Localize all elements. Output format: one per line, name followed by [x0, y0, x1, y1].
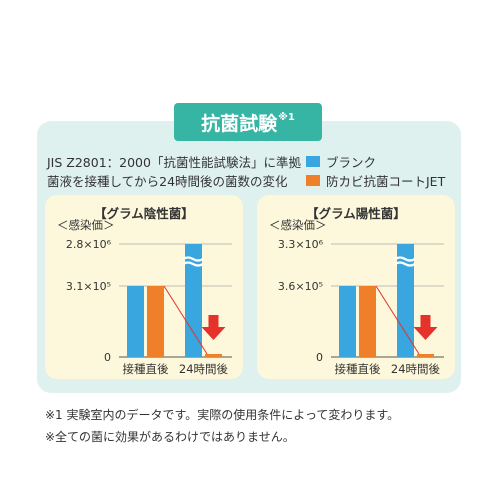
y-tick-label: 3.6×10⁵ [278, 280, 323, 293]
axis-break-mark [182, 261, 204, 267]
down-arrow-icon [413, 315, 438, 340]
chart-svg-gram-positive: ＜感染価＞ 3.3×10⁶ 3.6×10⁵ 0 接種直後 24時間後 [269, 218, 444, 376]
footnote-2: ※全ての菌に効果があるわけではありません。 [45, 430, 295, 444]
bar-blank-2 [185, 244, 202, 357]
legend-item-coat: 防カビ抗菌コートJET [306, 171, 445, 190]
x-tick-label: 接種直後 [335, 362, 381, 376]
bar-coat-2 [205, 354, 222, 357]
decrease-line [375, 285, 420, 355]
y-tick-label: 0 [104, 351, 111, 364]
y-tick-label: 3.3×10⁶ [278, 238, 324, 251]
axis-break-mark [394, 256, 416, 262]
test-title: 抗菌試験 ※1 [174, 103, 322, 141]
chart-title: 【グラム陰性菌】 [94, 206, 194, 221]
y-axis-label: ＜感染価＞ [57, 218, 115, 232]
legend-swatch-coat [306, 175, 320, 186]
chart-title: 【グラム陽性菌】 [306, 206, 406, 221]
legend-label-coat: 防カビ抗菌コートJET [326, 174, 446, 189]
description-line-2: 菌液を接種してから24時間後の菌数の変化 [47, 174, 288, 189]
legend-label-blank: ブランク [326, 155, 377, 170]
bar-coat-2 [417, 354, 434, 357]
decrease-line [163, 285, 208, 355]
legend-item-blank: ブランク [306, 152, 376, 171]
legend-swatch-blank [306, 156, 320, 167]
chart-card-gram-positive: 【グラム陽性菌】 ＜感染価＞ 3.3×10⁶ 3.6×10⁵ 0 接種直後 24時間後 [257, 195, 455, 379]
chart-card-gram-negative: 【グラム陰性菌】 ＜感染価＞ 2.8×10⁶ 3.1×10⁵ 0 接種直後 24時間後 [45, 195, 243, 379]
bar-blank-2 [397, 244, 414, 357]
test-title-text: 抗菌試験 [201, 112, 278, 135]
bar-coat-1 [359, 286, 376, 357]
x-tick-label: 24時間後 [179, 362, 229, 376]
x-tick-label: 接種直後 [123, 362, 169, 376]
bar-blank-1 [127, 286, 144, 357]
axis-break-mark [394, 261, 416, 267]
y-tick-label: 3.1×10⁵ [66, 280, 111, 293]
description-line-1: JIS Z2801：2000「抗菌性能試験法」に準拠 [47, 155, 301, 170]
x-tick-label: 24時間後 [391, 362, 441, 376]
y-axis-label: ＜感染価＞ [269, 218, 327, 232]
down-arrow-icon [201, 315, 226, 340]
test-title-note-mark: ※1 [278, 111, 295, 123]
bar-coat-1 [147, 286, 164, 357]
axis-break-mark [182, 256, 204, 262]
y-tick-label: 0 [316, 351, 323, 364]
footnote-1: ※1 実験室内のデータです。実際の使用条件によって変わります。 [45, 408, 400, 422]
chart-svg-gram-negative: ＜感染価＞ 2.8×10⁶ 3.1×10⁵ 0 接種直後 24時間後 [57, 218, 232, 376]
bar-blank-1 [339, 286, 356, 357]
y-tick-label: 2.8×10⁶ [66, 238, 112, 251]
